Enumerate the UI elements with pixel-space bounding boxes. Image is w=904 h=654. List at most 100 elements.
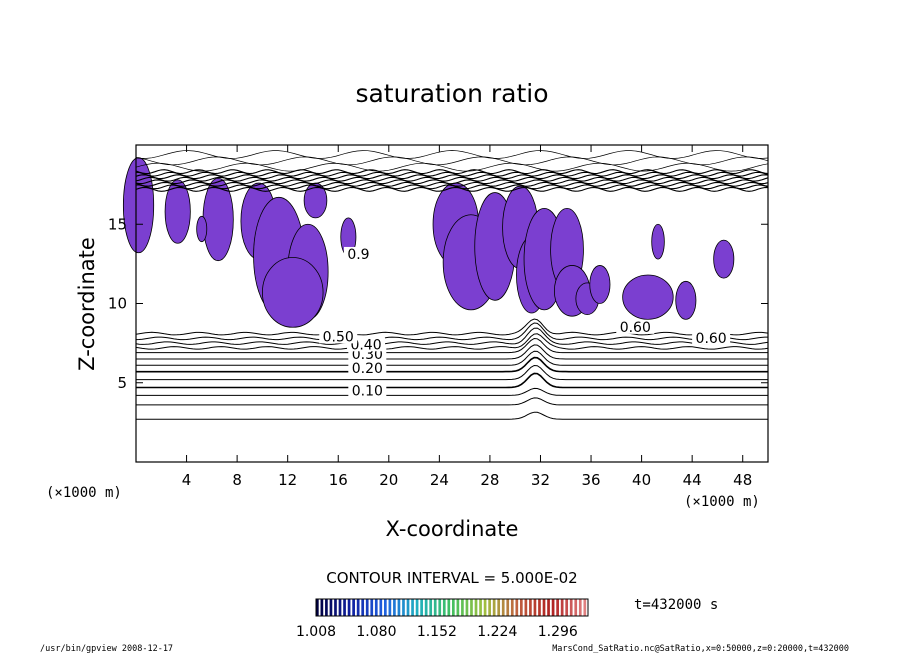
colorbar-swatch xyxy=(379,599,383,616)
colorbar-swatch xyxy=(520,599,523,616)
colorbar-gap xyxy=(468,599,471,616)
contour-line xyxy=(136,344,768,360)
colorbar-swatch xyxy=(397,599,401,616)
colorbar-swatch xyxy=(442,599,446,616)
colorbar-swatch xyxy=(497,599,501,616)
colorbar-tick-label: 1.224 xyxy=(477,624,517,640)
contour-line xyxy=(136,372,768,389)
colorbar-gap xyxy=(418,599,421,616)
colorbar-gap xyxy=(572,599,575,616)
colorbar-swatch xyxy=(356,599,360,616)
contour-line xyxy=(136,337,768,354)
contour-line xyxy=(136,350,768,366)
colorbar-gap xyxy=(404,599,407,616)
colorbar-tick-labels: 1.008 1.080 1.152 1.224 1.296 xyxy=(296,624,578,640)
contour-line xyxy=(135,176,769,182)
time-label: t=432000 s xyxy=(634,597,718,613)
colorbar-frame xyxy=(315,598,589,617)
contour-label: 0.9 xyxy=(347,247,369,263)
x-tick-label: 40 xyxy=(632,471,651,489)
contour-line xyxy=(135,169,769,175)
contour-label: 0.60 xyxy=(696,331,727,347)
colorbar-swatch xyxy=(415,599,419,616)
supersaturation-patch xyxy=(261,257,324,328)
colorbar-tick-label: 1.296 xyxy=(538,624,578,640)
colorbar-swatch xyxy=(529,599,532,616)
colorbar-gap xyxy=(359,599,362,616)
colorbar-gap xyxy=(495,599,498,616)
x-tick-label: 8 xyxy=(232,471,242,489)
colorbar-swatch xyxy=(343,599,346,616)
colorbar-swatch xyxy=(506,599,510,616)
colorbar-gap xyxy=(586,599,588,616)
colorbar-swatch xyxy=(365,599,369,616)
colorbar-swatch xyxy=(542,599,546,616)
colorbar-swatch xyxy=(538,599,541,616)
colorbar-gap xyxy=(336,599,339,616)
colorbar-swatch xyxy=(361,599,365,616)
colorbar-gap xyxy=(332,599,335,616)
supersaturation-patch xyxy=(196,215,208,243)
colorbar-gap xyxy=(545,599,548,616)
colorbar-swatch xyxy=(433,599,437,616)
colorbar-swatch xyxy=(334,599,337,616)
colorbar-swatch xyxy=(347,599,351,616)
colorbar-swatch xyxy=(565,599,569,616)
colorbar-swatch xyxy=(316,599,319,616)
supersaturation-patch xyxy=(675,280,697,320)
contour-lines xyxy=(135,150,769,420)
colorbar-gap xyxy=(490,599,493,616)
colorbar-gap xyxy=(373,599,375,616)
colorbar-swatch xyxy=(578,599,582,616)
colorbar-gap xyxy=(481,599,484,616)
colorbar-gap xyxy=(454,599,457,616)
colorbar-gap xyxy=(554,599,557,616)
contour-labels: 0.100.200.300.400.50 0.600.600.9 xyxy=(319,246,731,399)
x-tick-label: 24 xyxy=(430,471,449,489)
colorbar-gap xyxy=(581,599,584,616)
colorbar-gap xyxy=(341,599,344,616)
contour-label: 0.60 xyxy=(620,320,651,336)
colorbar-swatch xyxy=(474,599,478,616)
contour-line xyxy=(135,156,769,166)
colorbar-swatch xyxy=(524,599,528,616)
contour-line xyxy=(136,397,768,406)
x-axis-label: X-coordinate xyxy=(386,517,519,541)
colorbar-gap xyxy=(540,599,543,616)
colorbar-swatch xyxy=(452,599,455,616)
colorbar-swatch xyxy=(411,599,414,616)
colorbar-gap xyxy=(327,599,330,616)
contour-line xyxy=(135,174,769,180)
colorbar-gap xyxy=(513,599,516,616)
colorbar-gap xyxy=(486,599,489,616)
colorbar-swatch xyxy=(338,599,342,616)
colorbar-gap xyxy=(500,599,502,616)
colorbar-swatch xyxy=(465,599,469,616)
colorbar-gap xyxy=(427,599,430,616)
contour-interval-label: CONTOUR INTERVAL = 5.000E-02 xyxy=(326,569,577,587)
y-axis-ticks: 5 10 15 xyxy=(108,215,768,392)
contour-label-bg xyxy=(692,330,731,345)
contour-line xyxy=(135,322,768,341)
colorbar-gap xyxy=(518,599,520,616)
contour-label-bg xyxy=(348,383,387,398)
colorbar-gap xyxy=(450,599,452,616)
x-unit-label-right: (×1000 m) xyxy=(684,494,760,510)
colorbar-gap xyxy=(400,599,403,616)
colorbar-swatch xyxy=(447,599,451,616)
colorbar-gap xyxy=(364,599,366,616)
colorbar-swatch xyxy=(574,599,578,616)
contour-line xyxy=(135,333,769,350)
colorbar-swatch xyxy=(483,599,487,616)
colorbar-gap xyxy=(509,599,511,616)
contour-line xyxy=(135,179,769,185)
contour-label: 0.40 xyxy=(350,337,381,353)
colorbar-gap xyxy=(391,599,394,616)
y-tick-label: 5 xyxy=(117,374,127,392)
colorbar-gap xyxy=(527,599,530,616)
colorbar-gap xyxy=(472,599,475,616)
contour-line xyxy=(136,364,768,381)
colorbar-gap xyxy=(354,599,357,616)
colorbar-gap xyxy=(436,599,439,616)
x-tick-label: 28 xyxy=(480,471,499,489)
